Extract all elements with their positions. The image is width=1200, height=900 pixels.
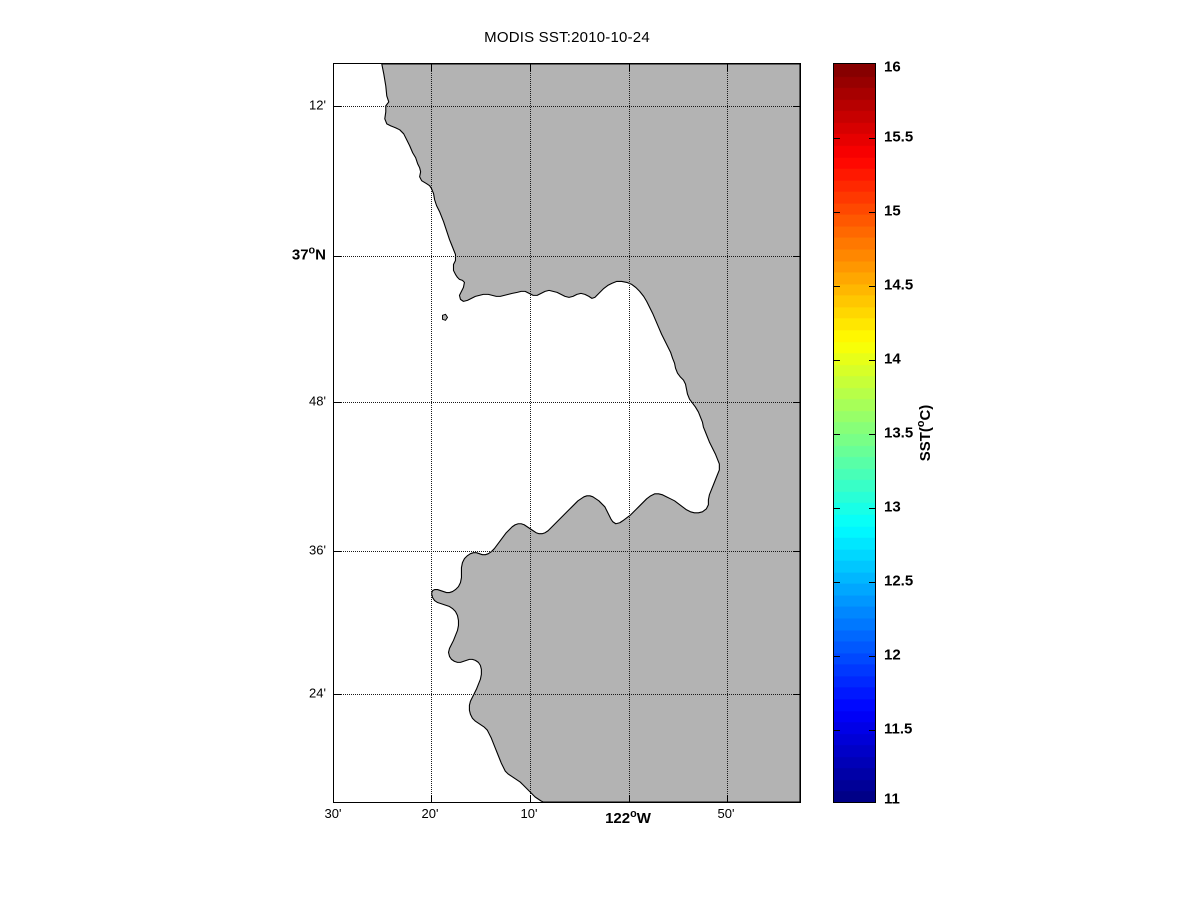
y-tick-mark (334, 551, 341, 552)
colorbar-tick (869, 582, 875, 583)
y-tick-mark-right (793, 256, 800, 257)
map-axes[interactable] (333, 63, 801, 803)
y-tick-label-24: 24' (309, 685, 326, 701)
gridline-vertical (530, 64, 531, 802)
colorbar-tick (834, 360, 840, 361)
gridline-horizontal (334, 106, 800, 107)
y-tick-label-12: 12' (309, 97, 326, 113)
y-tick-mark (334, 694, 341, 695)
x-tick-mark (530, 795, 531, 802)
colorbar-label-12-5: 12.5 (884, 572, 914, 590)
colorbar-tick (834, 434, 840, 435)
x-tick-label-10: 10' (520, 806, 538, 821)
colorbar-tick (834, 286, 840, 287)
y-tick-mark (334, 402, 341, 403)
colorbar-tick (834, 508, 840, 509)
colorbar-tick (869, 508, 875, 509)
figure-title: MODIS SST:2010-10-24 (484, 29, 650, 46)
colorbar-tick (869, 730, 875, 731)
y-tick-mark-right (793, 694, 800, 695)
colorbar[interactable] (833, 63, 876, 803)
x-tick-label-20: 20' (421, 806, 439, 821)
colorbar-label-14: 14 (884, 350, 901, 368)
colorbar-label-12: 12 (884, 646, 901, 664)
colorbar-label-14-5: 14.5 (884, 276, 914, 294)
gridline-horizontal (334, 694, 800, 695)
colorbar-label-16: 16 (884, 58, 901, 76)
colorbar-axis-label: SST(oC) (915, 404, 934, 462)
x-tick-label-30: 30' (324, 806, 342, 821)
colorbar-tick (834, 730, 840, 731)
colorbar-label-11-5: 11.5 (884, 720, 913, 738)
colorbar-tick (869, 212, 875, 213)
y-tick-mark (334, 106, 341, 107)
gridline-vertical (727, 64, 728, 802)
colorbar-label-13: 13 (884, 498, 901, 516)
colorbar-label-11: 11 (884, 790, 900, 808)
gridline-vertical (431, 64, 432, 802)
colorbar-tick (869, 138, 875, 139)
colorbar-tick (834, 138, 840, 139)
colorbar-tick (869, 434, 875, 435)
coastline-map (334, 64, 800, 802)
colorbar-label-15-5: 15.5 (884, 128, 914, 146)
colorbar-tick (869, 286, 875, 287)
y-tick-mark-right (793, 551, 800, 552)
y-tick-mark-right (793, 106, 800, 107)
x-tick-mark-top (727, 64, 728, 71)
x-tick-label-122w: 122oW (605, 808, 651, 827)
colorbar-gradient (834, 64, 875, 802)
x-tick-label-50: 50' (717, 806, 735, 821)
colorbar-label-13-5: 13.5 (884, 424, 914, 442)
x-tick-mark-top (629, 64, 630, 71)
y-tick-mark-right (793, 402, 800, 403)
x-tick-mark-top (530, 64, 531, 71)
colorbar-tick (869, 656, 875, 657)
gridline-horizontal (334, 256, 800, 257)
colorbar-tick (834, 212, 840, 213)
x-tick-mark-top (431, 64, 432, 71)
colorbar-label-15: 15 (884, 202, 901, 220)
colorbar-tick (834, 656, 840, 657)
colorbar-tick (834, 582, 840, 583)
y-tick-label-37n: 37oN (291, 244, 326, 264)
x-tick-mark (727, 795, 728, 802)
x-tick-mark (629, 795, 630, 802)
gridline-horizontal (334, 402, 800, 403)
y-tick-label-36: 36' (309, 542, 326, 558)
gridline-vertical (629, 64, 630, 802)
y-tick-label-48: 48' (309, 393, 326, 409)
colorbar-tick (869, 360, 875, 361)
y-tick-mark (334, 256, 341, 257)
x-tick-mark (431, 795, 432, 802)
gridline-horizontal (334, 551, 800, 552)
